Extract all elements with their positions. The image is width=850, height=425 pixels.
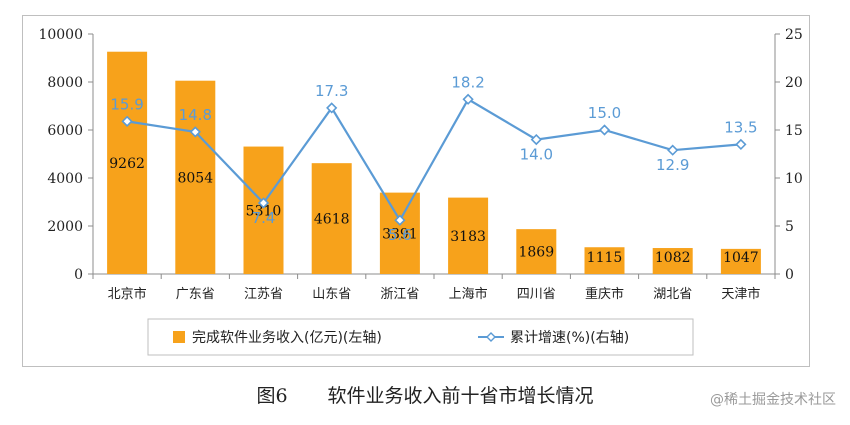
right-tick-label: 0 bbox=[785, 267, 794, 283]
legend-box bbox=[147, 318, 694, 356]
growth-point-3 bbox=[326, 102, 338, 114]
right-tick-label: 15 bbox=[785, 123, 803, 139]
growth-point-9 bbox=[735, 138, 747, 151]
bar-5 bbox=[448, 197, 489, 274]
legend-line-marker bbox=[486, 332, 496, 342]
category-label: 重庆市 bbox=[585, 286, 624, 302]
growth-value-label: 15.9 bbox=[110, 95, 143, 113]
category-label: 广东省 bbox=[176, 287, 215, 302]
growth-value-label: 15.0 bbox=[588, 104, 621, 122]
growth-value-label: 5.6 bbox=[388, 226, 412, 244]
bar-6 bbox=[516, 229, 557, 274]
category-label: 山东省 bbox=[312, 287, 351, 302]
bar-value-label: 5310 bbox=[246, 203, 282, 219]
growth-point-2 bbox=[257, 197, 270, 209]
figure-caption: 图6 软件业务收入前十省市增长情况 bbox=[0, 381, 850, 408]
growth-point-0 bbox=[121, 115, 133, 127]
left-tick-label: 6000 bbox=[47, 123, 83, 139]
figure-number: 图6 bbox=[256, 385, 288, 407]
bar-0 bbox=[107, 51, 148, 274]
growth-value-label: 7.4 bbox=[252, 209, 276, 227]
bar-4 bbox=[379, 192, 420, 274]
growth-line bbox=[126, 97, 741, 223]
growth-point-1 bbox=[189, 126, 201, 138]
category-label: 天津市 bbox=[721, 286, 760, 302]
growth-value-label: 13.5 bbox=[724, 118, 757, 136]
bar-value-label: 1869 bbox=[518, 245, 554, 261]
right-tick-label: 25 bbox=[785, 27, 803, 43]
category-label: 四川省 bbox=[517, 287, 556, 302]
bar-value-label: 8054 bbox=[177, 170, 213, 186]
bar-value-label: 1115 bbox=[587, 250, 623, 266]
watermark: @稀土掘金技术社区 bbox=[710, 392, 836, 408]
legend-line-label: 累计增速(%)(右轴) bbox=[510, 330, 629, 346]
legend-bar-swatch bbox=[173, 331, 185, 343]
bar-value-label: 9262 bbox=[109, 156, 145, 172]
growth-value-label: 17.3 bbox=[315, 82, 348, 100]
growth-point-5 bbox=[462, 93, 474, 105]
category-label: 江苏省 bbox=[244, 286, 283, 302]
growth-point-6 bbox=[530, 133, 542, 146]
bar-3 bbox=[311, 163, 352, 274]
category-label: 上海市 bbox=[449, 286, 488, 302]
figure-title: 软件业务收入前十省市增长情况 bbox=[327, 385, 594, 407]
bar-7 bbox=[584, 247, 625, 274]
left-tick-label: 8000 bbox=[47, 75, 83, 91]
left-tick-label: 0 bbox=[74, 267, 83, 283]
legend-bar-label: 完成软件业务收入(亿元)(左轴) bbox=[192, 330, 382, 346]
bar-value-label: 1082 bbox=[655, 250, 691, 266]
combo-chart: 0 2000 4000 6000 8000 10000 0 5 10 15 20 25 9262 805… bbox=[38, 27, 803, 356]
left-tick-label: 10000 bbox=[38, 27, 83, 43]
bar-value-label: 4618 bbox=[314, 212, 350, 228]
growth-value-label: 14.0 bbox=[520, 146, 553, 164]
left-tick-label: 4000 bbox=[47, 171, 83, 187]
bar-2 bbox=[243, 146, 284, 274]
category-label: 湖北省 bbox=[653, 287, 692, 302]
bar-1 bbox=[175, 80, 216, 274]
growth-point-4 bbox=[394, 214, 406, 226]
bar-value-label: 3391 bbox=[382, 226, 418, 242]
right-tick-label: 10 bbox=[785, 171, 803, 187]
bar-value-label: 3183 bbox=[450, 229, 486, 245]
growth-point-8 bbox=[667, 144, 679, 156]
right-tick-label: 20 bbox=[785, 75, 803, 91]
category-label: 浙江省 bbox=[380, 287, 419, 302]
category-label: 北京市 bbox=[108, 286, 147, 302]
growth-value-label: 14.8 bbox=[179, 106, 212, 124]
chart-frame: 0 2000 4000 6000 8000 10000 0 5 10 15 20 25 9262 805… bbox=[22, 15, 810, 367]
growth-value-label: 18.2 bbox=[451, 73, 484, 91]
bar-8 bbox=[652, 248, 693, 274]
right-tick-label: 5 bbox=[785, 219, 794, 235]
growth-value-label: 12.9 bbox=[656, 156, 689, 174]
growth-point-7 bbox=[598, 124, 611, 136]
left-tick-label: 2000 bbox=[47, 219, 83, 235]
bar-value-label: 1047 bbox=[723, 250, 759, 266]
bar-9 bbox=[720, 248, 761, 274]
